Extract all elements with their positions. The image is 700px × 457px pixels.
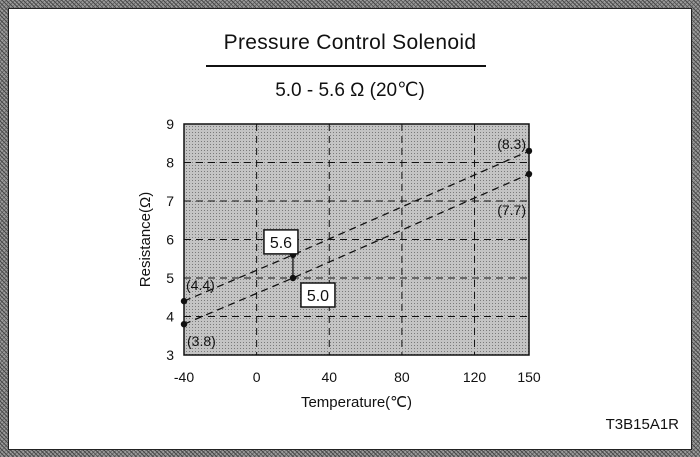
point-value-label: (8.3) [497,136,526,152]
x-tick-label: -40 [174,369,194,385]
x-tick-label: 40 [321,369,337,385]
resistance-chart: 3 4 5 6 7 8 9 -40 0 40 80 120 150 (4.4) (3.8) (8.3) (7.… [137,116,541,411]
point-value-label: (4.4) [186,277,215,293]
y-tick-label: 8 [166,155,174,171]
title-underline [206,65,486,67]
series-line [183,173,530,325]
chart-title: Pressure Control Solenoid [223,31,477,54]
y-tick-label: 6 [166,232,174,248]
figure-code: T3B15A1R [605,416,679,433]
y-tick-label: 9 [166,116,174,132]
value-callout-label: 5.0 [307,288,329,305]
value-callout-box [263,229,299,255]
series-line [183,150,530,302]
value-callout-label: 5.6 [270,235,292,252]
data-point [180,321,188,328]
y-tick-label: 5 [166,270,174,286]
y-tick-label: 3 [166,347,174,363]
point-value-label: (7.7) [497,202,526,218]
annotation-layer: (4.4) (3.8) (8.3) (7.7) 5.6 5.0 [186,136,526,349]
x-tick-label: 80 [394,369,410,385]
value-callout-box [300,282,336,308]
y-axis-label: Resistance(Ω) [137,192,154,287]
x-axis-label: Temperature(℃) [301,394,412,411]
series-layer [180,147,533,328]
data-point [525,170,533,178]
x-tick-label: 0 [253,369,261,385]
x-tick-label: 120 [463,369,487,385]
data-point [525,147,533,155]
x-tick-label: 150 [517,369,541,385]
tick-labels: 3 4 5 6 7 8 9 -40 0 40 80 120 150 [166,116,541,385]
diagram-panel: Pressure Control Solenoid 5.0 - 5.6 Ω (2… [8,8,692,450]
data-point [180,297,188,305]
y-tick-label: 4 [166,309,174,325]
chart-subtitle: 5.0 - 5.6 Ω (20℃) [275,80,425,101]
grid-lines [184,124,529,355]
y-tick-label: 7 [166,193,174,209]
point-value-label: (3.8) [187,333,216,349]
